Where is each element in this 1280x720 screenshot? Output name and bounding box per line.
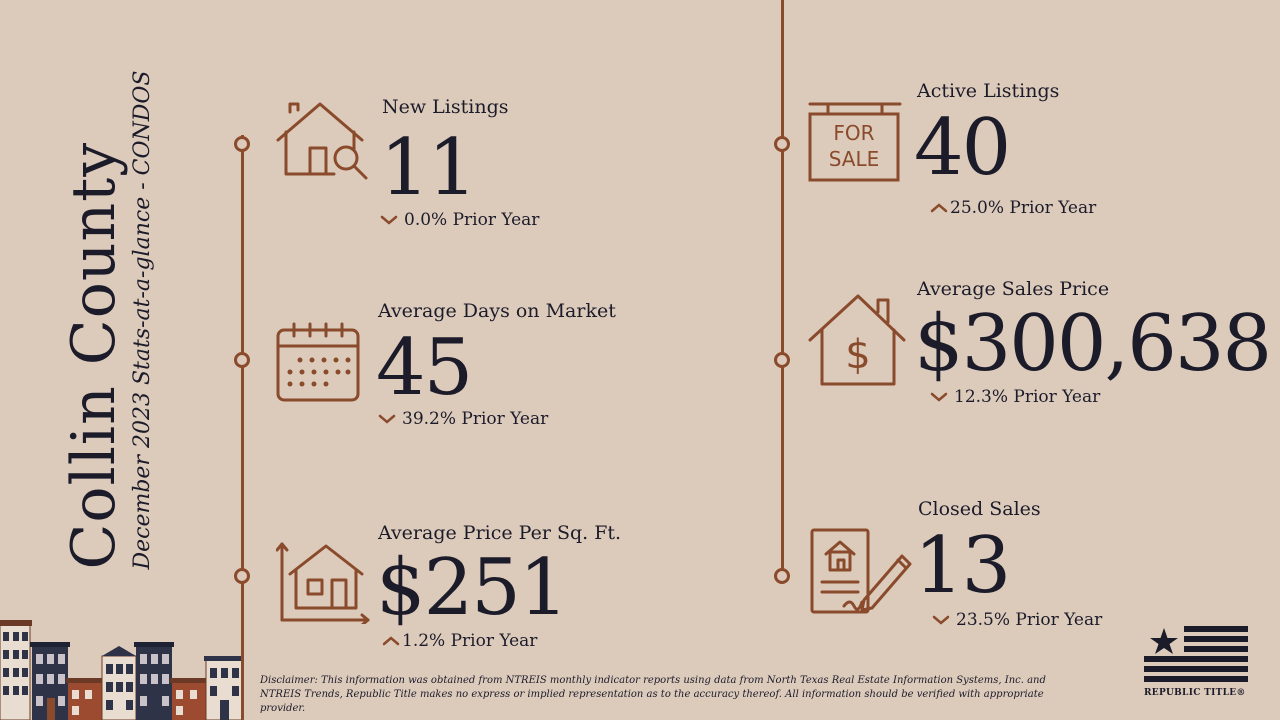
- change-text: 39.2% Prior Year: [402, 409, 549, 429]
- active-listings-value: 40: [914, 103, 1011, 193]
- avg-ppsf-label: Average Price Per Sq. Ft.: [378, 522, 622, 544]
- timeline-node: [774, 352, 790, 368]
- chevron-up-icon: [382, 636, 400, 646]
- left-timeline: [241, 135, 244, 720]
- avg-days-change: 39.2% Prior Year: [378, 409, 548, 429]
- avg-ppsf-change: 1.2% Prior Year: [382, 631, 537, 651]
- timeline-node: [774, 136, 790, 152]
- timeline-node: [774, 568, 790, 584]
- avg-sales-price-change: 12.3% Prior Year: [930, 387, 1100, 407]
- closed-sales-label: Closed Sales: [918, 498, 1041, 520]
- timeline-node: [234, 136, 250, 152]
- new-listings-value: 11: [380, 123, 477, 213]
- contract-sign-icon: [810, 528, 912, 614]
- change-text: 25.0% Prior Year: [950, 198, 1097, 218]
- for-sale-sign-icon: FOR SALE: [808, 102, 902, 182]
- avg-ppsf-value: $251: [376, 543, 569, 633]
- avg-sales-price-value: $300,638: [914, 299, 1272, 389]
- change-text: 12.3% Prior Year: [954, 387, 1101, 407]
- chevron-down-icon: [930, 392, 948, 402]
- house-size-icon: [276, 542, 370, 624]
- chevron-down-icon: [378, 414, 396, 424]
- chevron-up-icon: [930, 203, 948, 213]
- avg-days-label: Average Days on Market: [378, 300, 616, 322]
- disclaimer-text: Disclaimer: This information was obtaine…: [260, 675, 1046, 714]
- timeline-node: [234, 352, 250, 368]
- svg-text:SALE: SALE: [829, 147, 880, 171]
- chevron-down-icon: [932, 615, 950, 625]
- republic-title-logo: [1144, 626, 1248, 682]
- logo-name: REPUBLIC TITLE®: [1144, 688, 1246, 698]
- townhouse-illustration: [0, 620, 244, 720]
- report-subtitle: December 2023 Stats-at-a-glance - CONDOS: [130, 70, 155, 570]
- house-search-icon: [276, 102, 368, 180]
- title-block: Collin County December 2023 Stats-at-a-g…: [40, 20, 180, 620]
- vertical-title: Collin County December 2023 Stats-at-a-g…: [59, 70, 158, 570]
- change-text: 1.2% Prior Year: [402, 631, 538, 651]
- active-listings-label: Active Listings: [917, 80, 1060, 102]
- right-timeline: [781, 0, 784, 580]
- avg-days-value: 45: [376, 323, 473, 413]
- new-listings-label: New Listings: [382, 96, 509, 118]
- calendar-icon: [276, 322, 360, 402]
- chevron-down-icon: [380, 215, 398, 225]
- closed-sales-change: 23.5% Prior Year: [932, 610, 1102, 630]
- change-text: 0.0% Prior Year: [404, 210, 540, 230]
- house-dollar-icon: $: [808, 294, 906, 386]
- change-text: 23.5% Prior Year: [956, 610, 1103, 630]
- closed-sales-value: 13: [914, 521, 1011, 611]
- new-listings-change: 0.0% Prior Year: [380, 210, 539, 230]
- timeline-node: [234, 568, 250, 584]
- avg-sales-price-label: Average Sales Price: [917, 278, 1110, 300]
- county-title: Collin County: [59, 141, 129, 570]
- svg-text:$: $: [845, 332, 870, 378]
- active-listings-change: 25.0% Prior Year: [930, 198, 1096, 218]
- svg-text:FOR: FOR: [833, 121, 874, 145]
